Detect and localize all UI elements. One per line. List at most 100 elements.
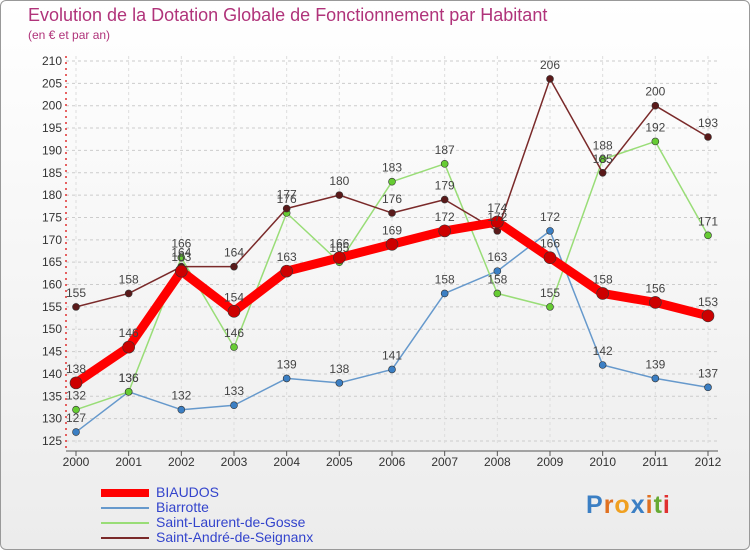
data-point <box>72 303 80 311</box>
data-label: 137 <box>698 366 718 380</box>
data-label: 176 <box>382 192 402 206</box>
x-tick-label: 2012 <box>695 455 722 469</box>
y-tick-label: 170 <box>42 233 62 247</box>
data-label: 206 <box>540 58 560 72</box>
data-label: 136 <box>119 371 139 385</box>
data-point <box>651 374 660 383</box>
data-label: 166 <box>171 237 191 251</box>
data-point <box>649 296 662 309</box>
legend-label: Saint-Laurent-de-Gosse <box>156 514 306 530</box>
x-tick-label: 2004 <box>273 455 300 469</box>
data-label: 183 <box>382 161 402 175</box>
data-label: 172 <box>487 210 507 224</box>
logo-letter: x <box>630 491 646 519</box>
y-tick-label: 175 <box>42 210 62 224</box>
data-point <box>388 209 396 217</box>
data-point <box>335 379 344 387</box>
data-label: 146 <box>119 326 139 340</box>
legend-label: Saint-André-de-Seignanx <box>156 529 314 545</box>
data-point <box>124 289 133 298</box>
data-label: 158 <box>487 272 507 286</box>
data-point <box>177 405 186 414</box>
data-point <box>598 155 607 164</box>
legend-label: BIAUDOS <box>156 484 220 500</box>
data-label: 193 <box>698 116 718 130</box>
data-label: 158 <box>435 272 455 286</box>
data-point <box>230 343 238 351</box>
x-tick-label: 2010 <box>589 455 616 469</box>
data-point <box>440 289 449 298</box>
y-tick-label: 205 <box>42 76 62 90</box>
data-point <box>230 401 238 410</box>
x-tick-label: 2005 <box>326 455 353 469</box>
legend-swatch <box>101 507 149 509</box>
data-point <box>175 264 188 278</box>
data-label: 172 <box>435 210 455 224</box>
data-point <box>546 227 554 235</box>
data-label: 171 <box>698 214 718 228</box>
logo-letter: o <box>614 491 631 519</box>
data-label: 176 <box>277 192 297 206</box>
data-label: 163 <box>171 250 191 264</box>
data-point <box>282 204 291 213</box>
data-point <box>546 303 554 311</box>
data-label: 127 <box>66 411 86 425</box>
x-tick-label: 2009 <box>537 455 564 469</box>
data-point <box>704 133 712 141</box>
data-label: 139 <box>645 357 665 371</box>
data-point <box>333 251 346 265</box>
y-tick-label: 140 <box>42 367 62 381</box>
data-label: 132 <box>66 389 86 403</box>
logo-letter: r <box>603 491 615 519</box>
data-point <box>704 383 712 392</box>
data-point <box>388 365 396 374</box>
data-label: 153 <box>698 295 718 309</box>
data-point <box>440 195 449 204</box>
data-label: 192 <box>645 120 665 134</box>
x-tick-label: 2007 <box>431 455 458 469</box>
data-point <box>122 340 135 354</box>
data-label: 154 <box>224 290 244 304</box>
data-label: 146 <box>224 326 244 340</box>
legend-label: Biarrotte <box>156 499 209 515</box>
legend-swatch <box>101 489 149 497</box>
data-point <box>493 289 502 298</box>
logo-letter: t <box>653 491 663 519</box>
data-point <box>440 160 449 168</box>
data-label: 133 <box>224 384 244 398</box>
x-tick-label: 2006 <box>379 455 406 469</box>
data-label: 166 <box>329 237 349 251</box>
y-tick-label: 130 <box>42 412 62 426</box>
logo-letter: i <box>645 491 654 519</box>
data-point <box>546 75 554 83</box>
data-point <box>651 101 660 110</box>
y-tick-label: 165 <box>42 255 62 269</box>
legend-swatch <box>101 537 149 539</box>
y-tick-label: 160 <box>42 278 62 292</box>
proxiti-logo: Proxiti <box>586 491 671 520</box>
data-label: 172 <box>540 210 560 224</box>
data-point <box>230 262 238 271</box>
data-label: 166 <box>540 237 560 251</box>
data-label: 179 <box>435 179 455 193</box>
x-tick-label: 2011 <box>642 455 668 469</box>
data-label: 141 <box>382 348 402 362</box>
x-tick-label: 2002 <box>168 455 195 469</box>
x-tick-label: 2000 <box>63 455 90 469</box>
y-tick-label: 125 <box>42 434 62 448</box>
data-label: 158 <box>119 272 139 286</box>
data-label: 188 <box>593 138 613 152</box>
data-point <box>701 309 715 323</box>
chart-subtitle: (en € et par an) <box>28 28 111 42</box>
x-tick-label: 2003 <box>221 455 248 469</box>
data-label: 177 <box>277 188 297 202</box>
logo-letter: i <box>662 491 671 519</box>
data-label: 165 <box>329 241 349 255</box>
data-point <box>124 388 133 396</box>
data-label: 174 <box>487 201 507 215</box>
y-tick-label: 190 <box>42 143 62 157</box>
data-point <box>385 237 399 251</box>
data-label: 163 <box>487 250 507 264</box>
y-tick-label: 185 <box>42 166 62 180</box>
